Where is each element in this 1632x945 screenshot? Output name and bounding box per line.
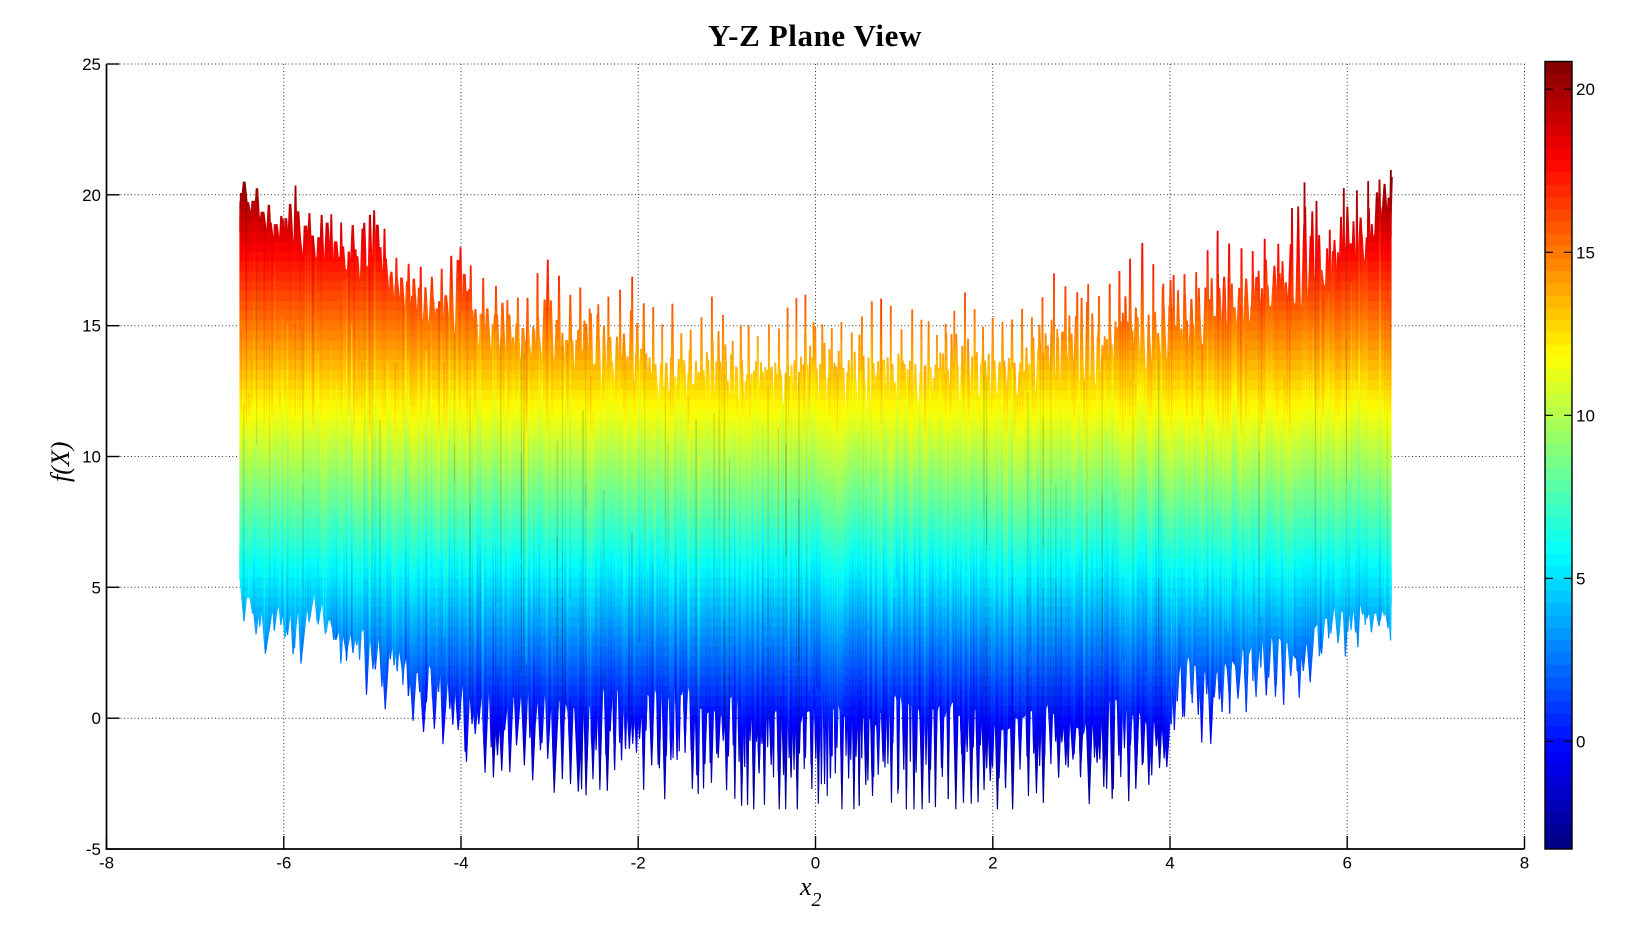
- svg-text:8: 8: [1520, 854, 1529, 873]
- svg-text:Y-Z Plane View: Y-Z Plane View: [708, 18, 922, 53]
- svg-text:-8: -8: [99, 854, 114, 873]
- svg-text:6: 6: [1342, 854, 1351, 873]
- svg-text:5: 5: [92, 578, 101, 597]
- svg-text:0: 0: [1576, 732, 1585, 751]
- svg-text:-4: -4: [453, 854, 468, 873]
- svg-text:0: 0: [811, 854, 820, 873]
- svg-text:5: 5: [1576, 569, 1585, 588]
- svg-text:10: 10: [1576, 406, 1595, 425]
- svg-text:-2: -2: [631, 854, 646, 873]
- svg-text:20: 20: [1576, 80, 1595, 99]
- svg-text:10: 10: [82, 448, 101, 467]
- svg-text:2: 2: [988, 854, 997, 873]
- svg-text:f(X): f(X): [46, 442, 75, 482]
- svg-text:-5: -5: [86, 840, 101, 859]
- svg-text:-6: -6: [276, 854, 291, 873]
- svg-text:15: 15: [1576, 243, 1595, 262]
- svg-text:20: 20: [82, 186, 101, 205]
- svg-text:25: 25: [82, 55, 101, 74]
- svg-text:4: 4: [1165, 854, 1174, 873]
- svg-text:15: 15: [82, 317, 101, 336]
- svg-text:0: 0: [92, 709, 101, 728]
